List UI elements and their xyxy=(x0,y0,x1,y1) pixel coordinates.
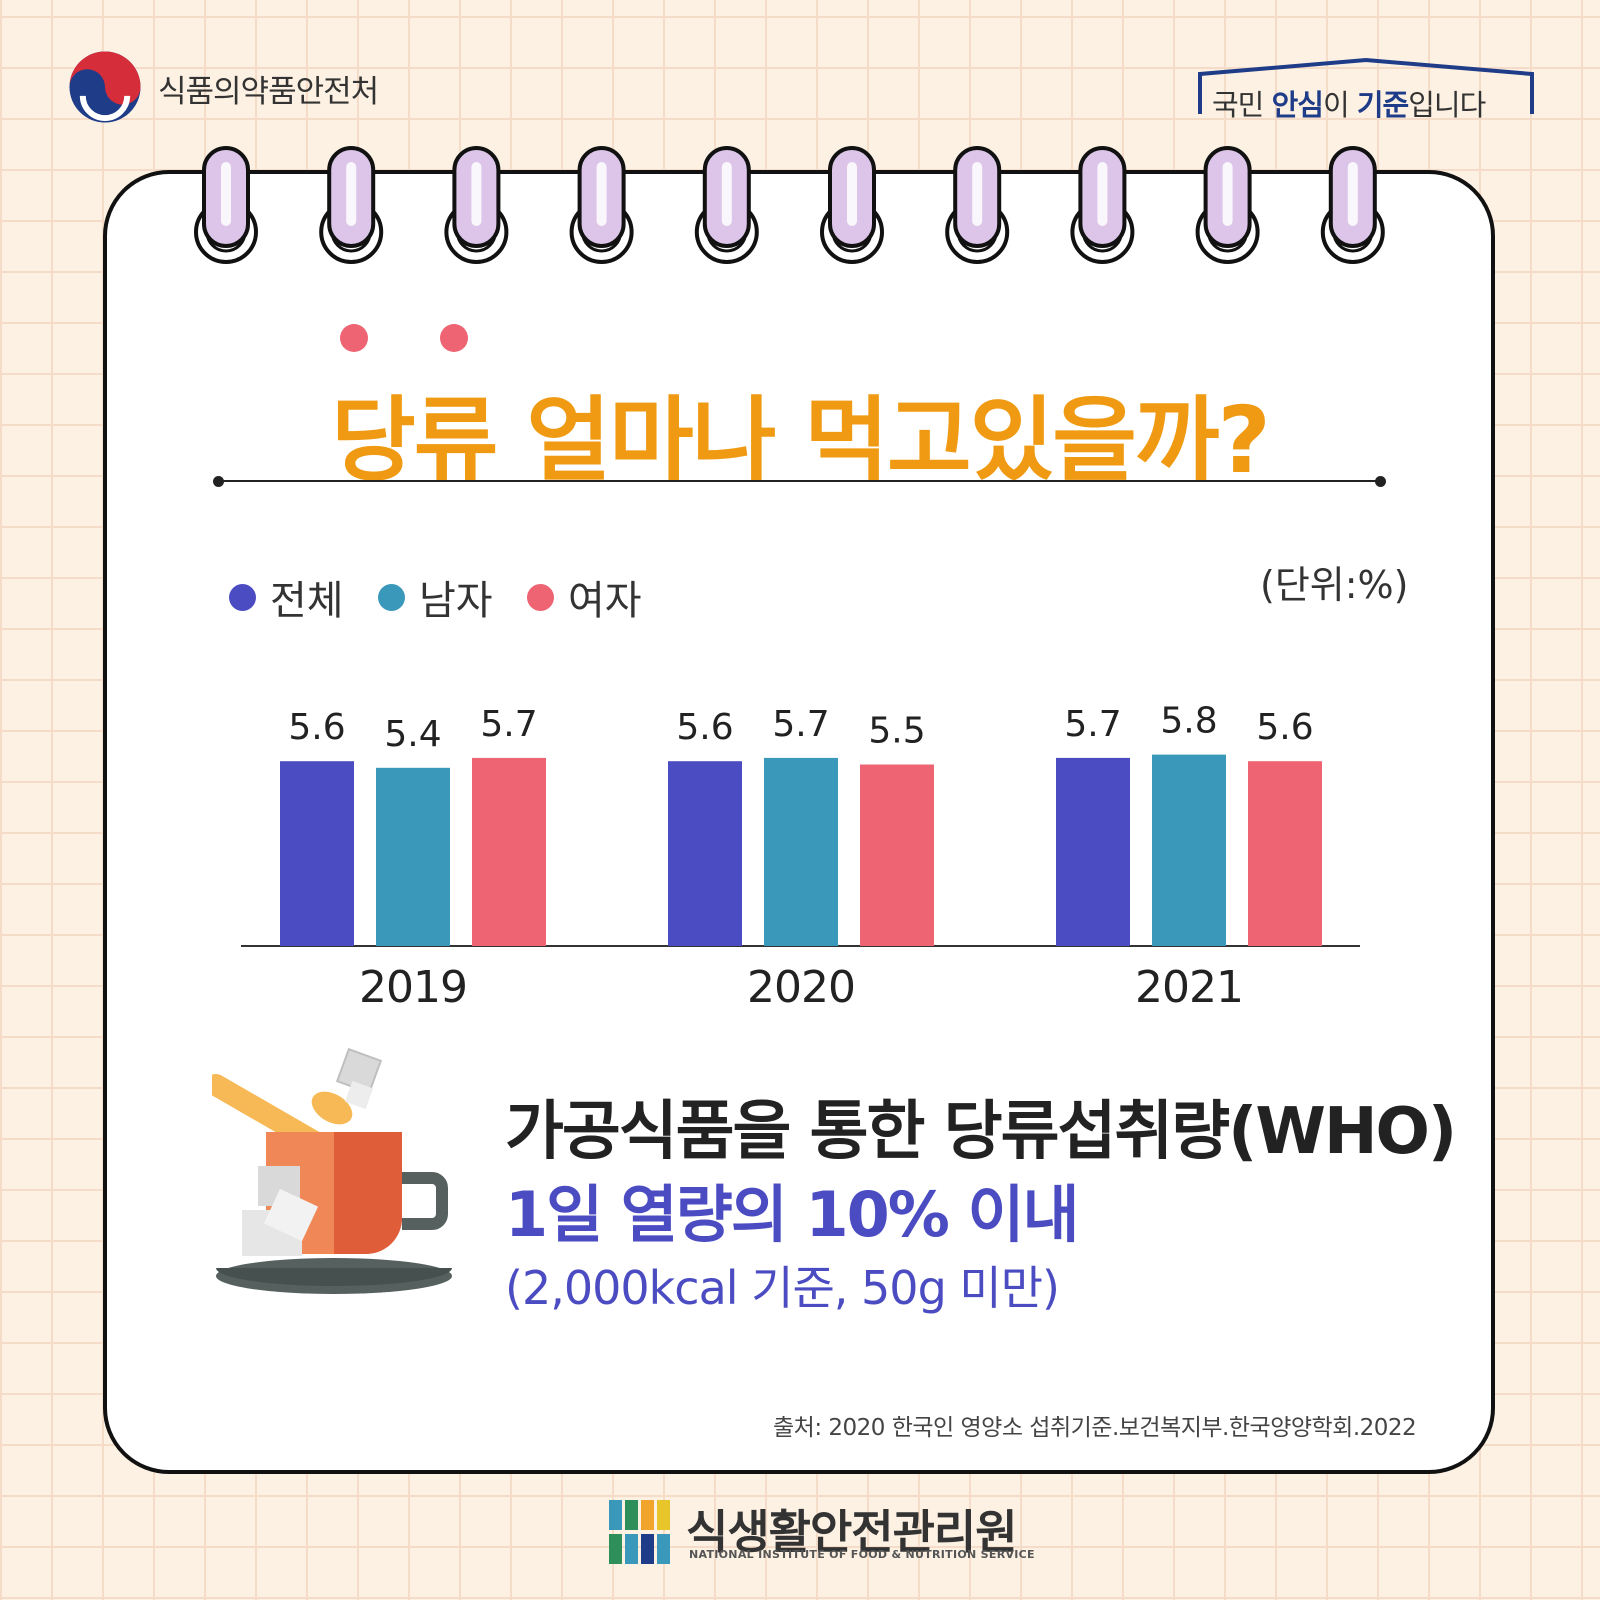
slogan-bold-1: 안심 xyxy=(1271,88,1324,122)
nifs-subtitle: NATIONAL INSTITUTE OF FOOD & NUTRITION S… xyxy=(689,1548,1035,1561)
bar-2020-2 xyxy=(860,764,934,946)
government-emblem-icon xyxy=(69,51,141,123)
teacup-with-sugar-icon xyxy=(212,1047,452,1294)
x-tick-label: 2020 xyxy=(747,962,855,1013)
unit-label: (단위:%) xyxy=(1260,563,1409,607)
government-agency-name: 식품의약품안전처 xyxy=(158,74,379,110)
bar-2021-0 xyxy=(1056,757,1130,946)
bar-2019-0 xyxy=(280,761,354,946)
legend-item-male: 남자 xyxy=(378,568,493,626)
x-tick-label: 2021 xyxy=(1135,962,1243,1013)
legend-swatch-female xyxy=(527,583,554,611)
nifs-name: 식생활안전관리원 xyxy=(686,1505,1018,1559)
slogan-post: 입니다 xyxy=(1408,88,1486,122)
legend-label-total: 전체 xyxy=(270,578,344,624)
slogan-mid: 이 xyxy=(1322,88,1357,122)
bar-2021-2 xyxy=(1248,761,1322,946)
legend-item-female: 여자 xyxy=(527,568,642,626)
data-label: 5.6 xyxy=(676,707,733,748)
bar-2021-1 xyxy=(1152,754,1226,946)
source-citation: 출처: 2020 한국인 영양소 섭취기준.보건복지부.한국양양학회.2022 xyxy=(773,1415,1417,1441)
message-highlight: 1일 열량의 10% 이내 xyxy=(505,1178,1080,1251)
bar-2020-0 xyxy=(668,761,742,946)
data-label: 5.6 xyxy=(1256,707,1313,748)
legend-swatch-male xyxy=(378,583,405,611)
bar-2020-1 xyxy=(764,757,838,946)
data-label: 5.6 xyxy=(288,707,345,748)
chart-title: 당류 얼마나 먹고있을까? xyxy=(331,387,1271,494)
title-divider xyxy=(218,480,1380,482)
legend-item-total: 전체 xyxy=(229,568,344,626)
slogan-frame xyxy=(1198,57,1534,114)
data-label: 5.7 xyxy=(772,704,829,745)
legend-label-female: 여자 xyxy=(568,578,642,624)
x-tick-label: 2019 xyxy=(359,962,467,1013)
data-label: 5.7 xyxy=(480,704,537,745)
slogan: 국민 안심이 기준입니다 xyxy=(1212,82,1486,124)
bar-2019-1 xyxy=(376,767,450,946)
data-label: 5.4 xyxy=(384,714,441,755)
slogan-pre: 국민 xyxy=(1212,88,1272,122)
data-label: 5.8 xyxy=(1160,701,1217,742)
nifs-logo-icon xyxy=(609,1500,670,1564)
data-label: 5.5 xyxy=(868,711,925,752)
title-emphasis-dot xyxy=(340,324,368,352)
message-headline: 가공식품을 통한 당류섭취량(WHO) xyxy=(505,1095,1457,1169)
data-label: 5.7 xyxy=(1064,704,1121,745)
message-note: (2,000kcal 기준, 50g 미만) xyxy=(505,1261,1060,1315)
slogan-bold-2: 기준 xyxy=(1356,88,1409,122)
title-emphasis-dot xyxy=(440,324,468,352)
divider-end-dot xyxy=(1375,476,1386,487)
divider-end-dot xyxy=(213,476,224,487)
bar-2019-2 xyxy=(472,757,546,946)
legend-swatch-total xyxy=(229,583,256,611)
legend-label-male: 남자 xyxy=(419,578,493,624)
